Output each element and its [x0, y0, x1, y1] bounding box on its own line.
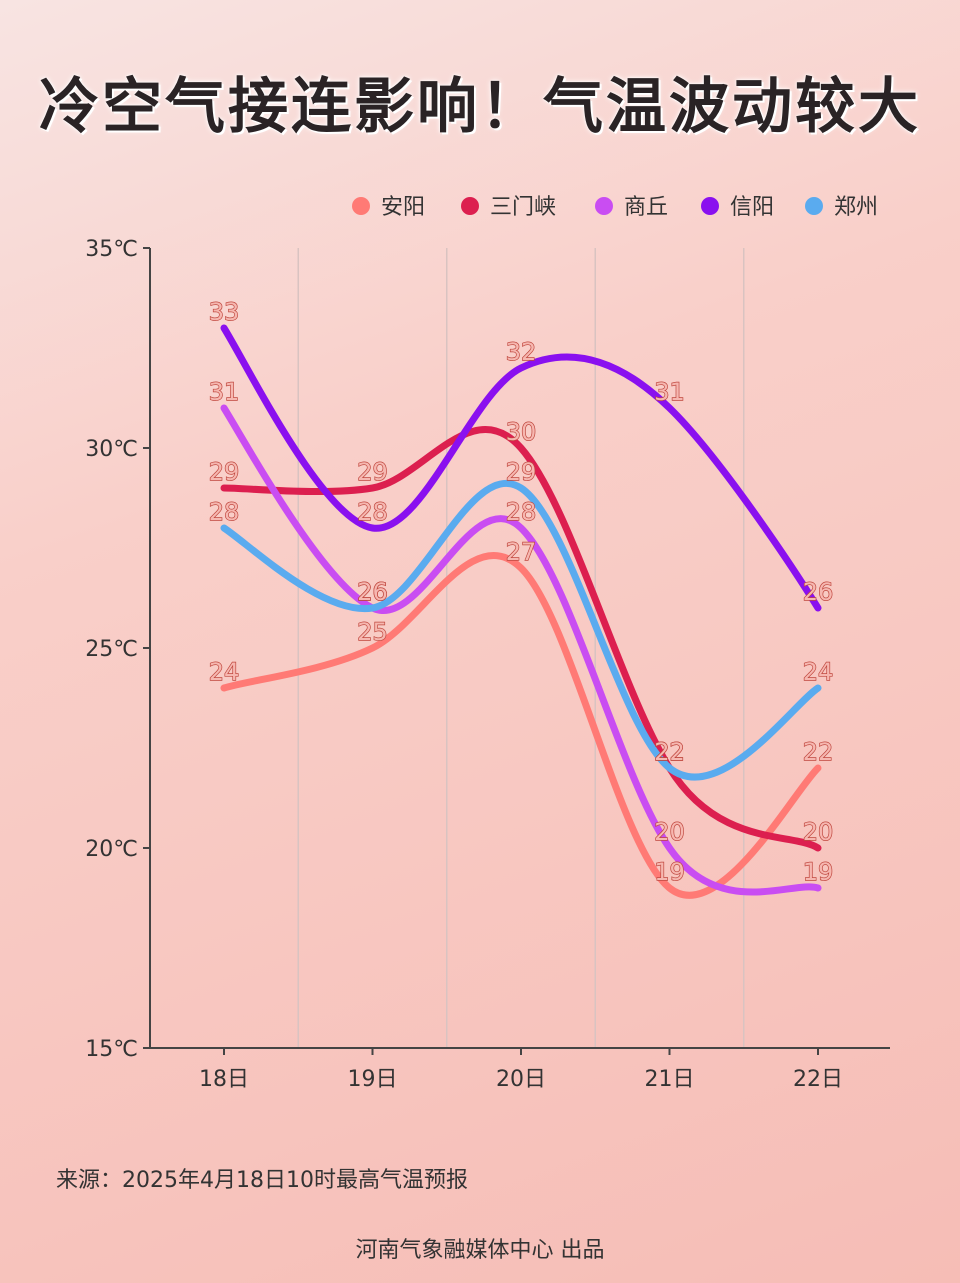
data-label: 33: [209, 298, 240, 326]
data-label: 32: [506, 338, 537, 366]
data-labels: 24 25 27 19 22 29 29 30 22 20 31 26 28 20 19 33 28 32 31 26…: [208, 297, 834, 886]
legend-marker: [595, 197, 613, 215]
legend-label: 三门峡: [490, 195, 556, 220]
data-label: 26: [357, 578, 388, 606]
x-tick-label: 18日: [199, 1067, 249, 1092]
data-label: 26: [803, 578, 834, 606]
data-label: 24: [803, 658, 834, 686]
data-label: 22: [803, 738, 834, 766]
x-tick-label: 22日: [793, 1067, 843, 1092]
x-tick-label: 20日: [496, 1067, 546, 1092]
data-label: 25: [357, 618, 388, 646]
y-tick-label: 35℃: [85, 237, 138, 262]
data-label: 19: [803, 858, 834, 886]
data-label: 29: [209, 458, 240, 486]
data-label: 22: [654, 738, 685, 766]
data-label: 28: [357, 498, 388, 526]
series-line-4: [220, 324, 822, 612]
data-label: 24: [209, 658, 240, 686]
data-label: 29: [506, 458, 537, 486]
y-tick-label: 25℃: [85, 637, 138, 662]
series-line-5: [220, 480, 822, 781]
data-label: 31: [209, 378, 240, 406]
credit-note: 河南气象融媒体中心 出品: [355, 1238, 605, 1263]
legend-label: 安阳: [381, 195, 425, 220]
data-label: 30: [506, 418, 537, 446]
x-tick-label: 19日: [348, 1067, 398, 1092]
legend-marker: [805, 197, 823, 215]
x-tick-label: 21日: [645, 1067, 695, 1092]
data-label: 20: [654, 818, 685, 846]
axes: 15℃ 20℃ 25℃ 30℃ 35℃ 18日 19日 20日 21日 22日: [85, 237, 890, 1092]
data-label: 29: [357, 458, 388, 486]
chart-title: 冷空气接连影响！气温波动较大: [39, 72, 921, 142]
y-tick-label: 20℃: [85, 837, 138, 862]
data-label: 26: [357, 578, 388, 606]
series-line-2: [220, 426, 822, 852]
series-lines: [220, 324, 822, 899]
data-label: 27: [506, 538, 537, 566]
legend-marker: [461, 197, 479, 215]
y-tick-label: 15℃: [85, 1037, 138, 1062]
series-line-3: [220, 404, 822, 896]
data-label: 19: [654, 858, 685, 886]
data-label: 31: [654, 378, 685, 406]
data-label: 22: [654, 738, 685, 766]
legend-label: 商丘: [624, 195, 668, 220]
source-note: 来源：2025年4月18日10时最高气温预报: [56, 1168, 468, 1193]
series-line-1: [220, 552, 822, 899]
legend-label: 郑州: [834, 195, 878, 220]
data-label: 28: [209, 498, 240, 526]
legend: 安阳 三门峡 商丘 信阳 郑州: [352, 195, 878, 220]
legend-label: 信阳: [730, 195, 774, 220]
legend-marker: [352, 197, 370, 215]
data-label: 28: [506, 498, 537, 526]
y-tick-label: 30℃: [85, 437, 138, 462]
data-label: 20: [803, 818, 834, 846]
legend-marker: [701, 197, 719, 215]
grid-lines: [297, 248, 745, 1048]
